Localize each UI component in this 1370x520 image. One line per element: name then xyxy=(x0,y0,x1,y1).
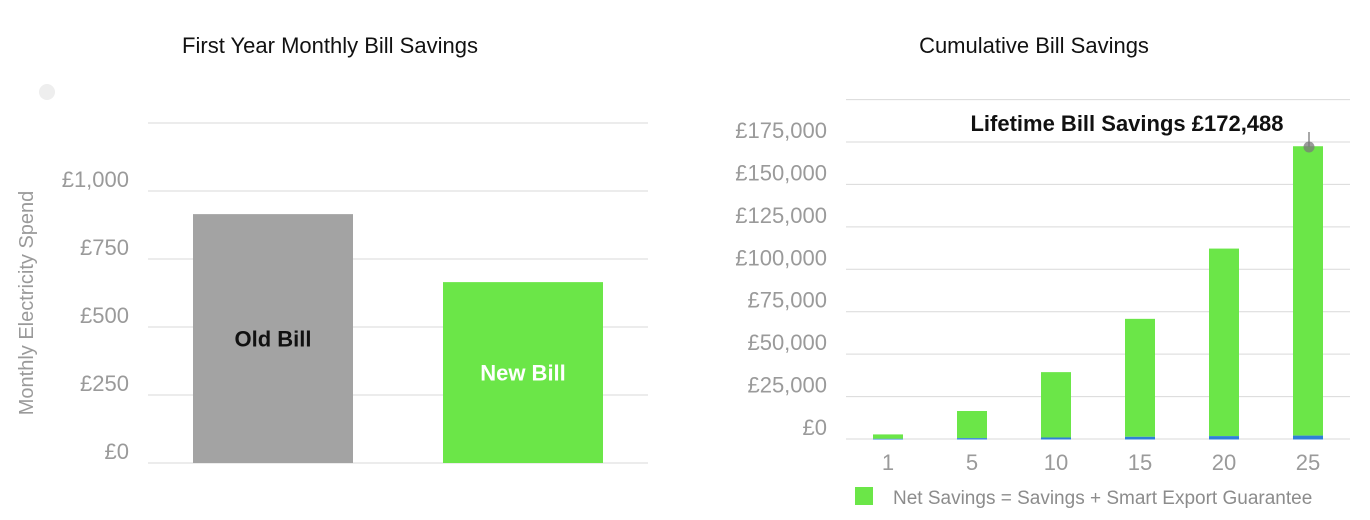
y-tick-label: £0 xyxy=(105,439,129,464)
bar-net-savings-year-25 xyxy=(1293,146,1323,436)
monthly-chart-title: First Year Monthly Bill Savings xyxy=(182,33,478,58)
y-tick-label: £75,000 xyxy=(747,288,827,313)
cumulative-chart-title: Cumulative Bill Savings xyxy=(919,33,1149,58)
bar-export-guarantee-year-20 xyxy=(1209,436,1239,440)
y-tick-label: £500 xyxy=(80,303,129,328)
y-tick-label: £50,000 xyxy=(747,330,827,355)
bar-net-savings-year-20 xyxy=(1209,248,1239,437)
cumulative-chart-y-ticks: £0 £25,000 £50,000 £75,000 £100,000 £125,000 £… xyxy=(735,118,827,440)
x-tick-label: 15 xyxy=(1128,450,1152,475)
bar-label: New Bill xyxy=(480,361,566,386)
bar-label: Old Bill xyxy=(235,327,312,352)
y-tick-label: £100,000 xyxy=(735,245,827,270)
x-tick-label: 10 xyxy=(1044,450,1068,475)
x-tick-label: 20 xyxy=(1212,450,1236,475)
cumulative-chart-x-ticks: 1 5 10 15 20 25 xyxy=(882,450,1320,475)
x-tick-label: 5 xyxy=(966,450,978,475)
y-tick-label: £250 xyxy=(80,371,129,396)
annotation-marker xyxy=(1303,141,1315,153)
monthly-bill-chart: First Year Monthly Bill Savings Monthly … xyxy=(16,33,648,464)
bar-export-guarantee-year-1 xyxy=(873,438,903,440)
cumulative-savings-chart: Cumulative Bill Savings £0 £25,000 £50,000… xyxy=(735,33,1350,509)
bar-export-guarantee-year-10 xyxy=(1041,437,1071,440)
y-tick-label: £150,000 xyxy=(735,160,827,185)
lifetime-savings-annotation: Lifetime Bill Savings £172,488 xyxy=(970,111,1283,136)
monthly-chart-bars: Old Bill New Bill xyxy=(193,214,603,463)
bar-export-guarantee-year-5 xyxy=(957,438,987,440)
y-tick-label: £1,000 xyxy=(62,167,129,192)
legend-swatch-net-savings xyxy=(855,487,873,505)
x-tick-label: 25 xyxy=(1296,450,1320,475)
y-tick-label: £175,000 xyxy=(735,118,827,143)
bar-export-guarantee-year-25 xyxy=(1293,435,1323,440)
x-tick-label: 1 xyxy=(882,450,894,475)
legend-label-net-savings: Net Savings = Savings + Smart Export Gua… xyxy=(893,488,1312,509)
bar-net-savings-year-10 xyxy=(1041,372,1071,438)
bar-old-bill xyxy=(193,214,353,463)
bar-new-bill xyxy=(443,282,603,463)
bar-net-savings-year-5 xyxy=(957,410,987,439)
monthly-chart-y-ticks: £0 £250 £500 £750 £1,000 xyxy=(62,167,129,464)
cumulative-chart-gridlines xyxy=(846,99,1350,440)
bar-net-savings-year-1 xyxy=(873,434,903,439)
monthly-chart-y-axis-label: Monthly Electricity Spend xyxy=(16,191,38,416)
cumulative-chart-bars xyxy=(873,146,1323,440)
y-tick-label: £25,000 xyxy=(747,373,827,398)
y-tick-label: £750 xyxy=(80,235,129,260)
bar-export-guarantee-year-15 xyxy=(1125,436,1155,440)
bar-net-savings-year-15 xyxy=(1125,318,1155,437)
chart-menu-dot[interactable] xyxy=(39,84,55,100)
y-tick-label: £125,000 xyxy=(735,203,827,228)
y-tick-label: £0 xyxy=(803,415,827,440)
